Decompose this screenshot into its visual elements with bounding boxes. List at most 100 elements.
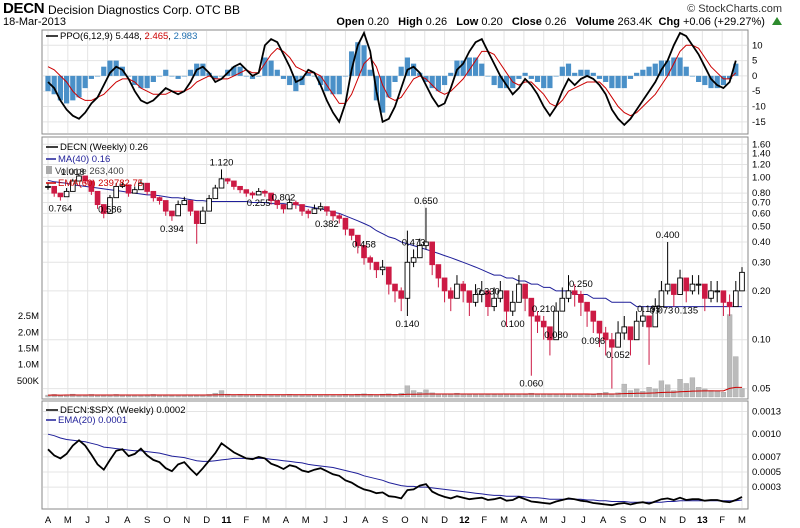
- price-candle-body: [664, 283, 671, 292]
- price-candle-body: [200, 210, 206, 224]
- price-candle-body: [237, 185, 243, 191]
- price-candle-body: [212, 187, 219, 200]
- open-label: Open: [336, 16, 365, 28]
- price-candle-body: [739, 271, 745, 292]
- ppo-histogram-bar: [212, 75, 218, 79]
- ppo-histogram-bar: [572, 72, 578, 76]
- ppo-histogram-bar: [665, 60, 671, 76]
- price-candle-body: [596, 320, 603, 334]
- x-axis-tick-label: D: [203, 515, 210, 526]
- price-annotation: 0.802: [272, 193, 296, 204]
- price-annotation: 0.140: [396, 319, 420, 330]
- low-value: 0.20: [481, 16, 503, 28]
- ppo-histogram-bar: [45, 75, 51, 92]
- quote-summary: Open 0.20 High 0.26 Low 0.20 Close 0.26 …: [336, 16, 782, 28]
- close-label: Close: [511, 16, 542, 28]
- ppo-histogram-bar: [441, 75, 448, 86]
- price-candle-body: [732, 290, 739, 308]
- ppo-histogram-bar: [268, 60, 274, 76]
- price-candle-body: [497, 290, 504, 299]
- ppo-histogram-bar: [101, 66, 107, 76]
- ppo-histogram-bar: [652, 63, 658, 76]
- price-candle-body: [162, 200, 169, 212]
- volume-bar: [379, 393, 386, 398]
- ppo-histogram-bar: [522, 72, 528, 76]
- x-axis-tick-label: J: [323, 515, 328, 526]
- price-candle-body: [559, 297, 566, 312]
- ratio-axis-tick-label: 0.0007: [752, 452, 781, 463]
- x-axis-tick-label: D: [441, 515, 448, 526]
- x-axis-tick-label: J: [581, 515, 586, 526]
- x-axis-tick-label: A: [600, 515, 607, 526]
- ppo-histogram-bar: [429, 75, 435, 89]
- volume-bar: [677, 379, 683, 398]
- price-candle-body: [150, 190, 157, 199]
- ppo-histogram-bar: [274, 69, 280, 76]
- volume-bar: [311, 394, 318, 398]
- ppo-histogram-bar: [256, 75, 262, 77]
- ppo-histogram-bar: [125, 75, 132, 77]
- price-candle-body: [367, 257, 374, 263]
- ratio-panel-frame: [41, 400, 749, 510]
- price-axis-tick-label: 0.20: [752, 286, 771, 297]
- ppo-histogram-bar: [553, 75, 559, 77]
- volume-bar: [70, 393, 76, 398]
- ppo-histogram-bar: [503, 75, 510, 89]
- price-candle-body: [547, 326, 553, 341]
- price-annotation: 0.052: [606, 350, 630, 361]
- price-annotation: 0.394: [160, 224, 184, 235]
- ppo-histogram-bar: [448, 72, 454, 76]
- x-axis-tick-label: M: [500, 515, 508, 526]
- price-candle-body: [447, 290, 454, 299]
- x-axis-tick-label: N: [659, 515, 666, 526]
- volume-bar: [88, 394, 95, 398]
- price-candle-body: [113, 185, 119, 199]
- ppo-histogram-bar: [311, 75, 318, 77]
- price-candle-body: [138, 182, 144, 191]
- ppo-histogram-bar: [454, 60, 460, 76]
- volume-bar: [305, 395, 311, 398]
- price-candle-body: [615, 332, 621, 348]
- ratio-axis-tick-label: 0.0003: [752, 482, 781, 493]
- price-axis-tick-label: 0.80: [752, 188, 771, 199]
- ppo-histogram-bar: [150, 75, 156, 82]
- ratio-axis-tick-label: 0.0010: [752, 429, 781, 440]
- price-axis-tick-label: 0.70: [752, 198, 771, 209]
- price-candle-body: [478, 290, 485, 295]
- volume-ema-line: [47, 386, 742, 396]
- ratio-line: [47, 439, 743, 507]
- x-axis-tick-label: O: [163, 515, 170, 526]
- price-candle-body: [119, 184, 126, 187]
- price-candle-body: [45, 185, 51, 188]
- volume-value: 263.4K: [617, 16, 653, 28]
- volume-bar: [386, 393, 392, 398]
- x-axis-tick-label: S: [144, 515, 150, 526]
- ppo-histogram-bar: [181, 75, 187, 77]
- ppo-histogram-bar: [466, 57, 472, 76]
- price-candle-body: [571, 290, 578, 295]
- ppo-histogram-bar: [76, 75, 82, 98]
- volume-bar: [510, 394, 516, 398]
- price-candle-body: [410, 257, 417, 263]
- ppo-histogram-bar: [541, 75, 547, 89]
- volume-bar: [144, 395, 150, 398]
- price-annotation: 0.210: [532, 304, 556, 315]
- price-candle-body: [299, 204, 305, 212]
- ppo-histogram-bar: [94, 75, 101, 77]
- ppo-histogram-bar: [330, 75, 336, 95]
- x-axis-tick-label: N: [421, 515, 428, 526]
- price-annotation: 0.100: [501, 319, 525, 330]
- ppo-histogram-bar: [696, 75, 702, 82]
- volume-bar: [194, 395, 200, 398]
- ppo-histogram-bar: [578, 69, 584, 76]
- ppo-histogram-bar: [634, 72, 640, 76]
- price-candle-body: [280, 204, 287, 210]
- volume-bar: [547, 394, 553, 398]
- price-candle-body: [609, 339, 615, 348]
- price-candle-body: [677, 277, 683, 295]
- volume-bar: [733, 356, 739, 398]
- price-candle-body: [441, 277, 448, 292]
- x-axis-tick-label: A: [362, 515, 369, 526]
- price-candle-body: [373, 261, 380, 271]
- ppo-axis-tick-label: 5: [752, 56, 757, 67]
